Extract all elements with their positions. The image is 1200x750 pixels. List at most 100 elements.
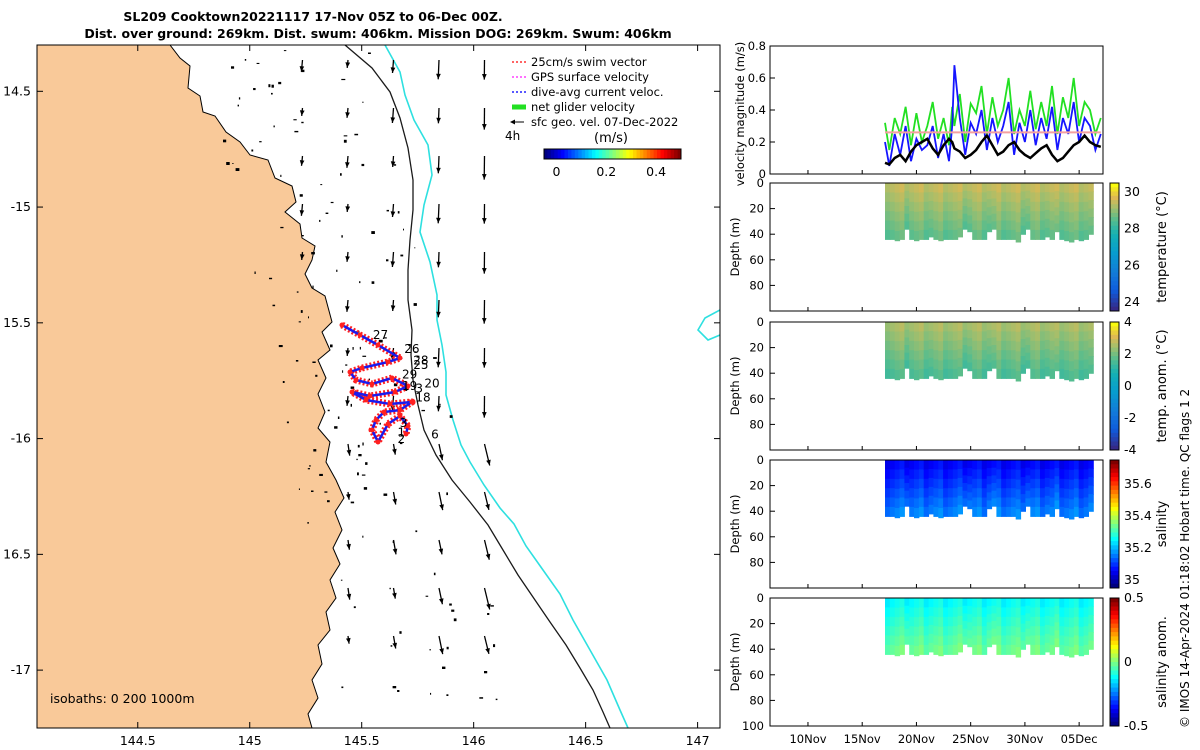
heatmap-cell <box>1010 497 1017 508</box>
heatmap-cell <box>1083 497 1089 508</box>
colorbar-tick-label: 0 <box>553 164 561 179</box>
heatmap-cell <box>1073 469 1080 480</box>
heatmap-cell <box>885 183 891 193</box>
colorbar-tick-label: 0.2 <box>596 164 616 179</box>
heatmap-cell <box>977 350 983 361</box>
heatmap-cell <box>1001 368 1007 379</box>
reef <box>299 194 303 197</box>
heatmap-cell <box>1006 598 1012 608</box>
heatmap-cell <box>938 488 944 499</box>
colorbar-segment <box>629 149 634 159</box>
heatmap-cell <box>972 183 978 193</box>
y-tick-label: 60 <box>749 392 764 406</box>
heatmap-cell <box>923 359 930 370</box>
heatmap-cell <box>918 460 925 470</box>
heatmap-cell <box>928 227 934 238</box>
reef <box>359 346 361 350</box>
heatmap-cell <box>977 229 983 240</box>
colorbar-segment <box>646 149 651 159</box>
heatmap-cell <box>1020 468 1026 478</box>
heatmap-cell <box>977 460 983 470</box>
heatmap-cell <box>1049 368 1055 379</box>
heatmap-cell <box>1025 206 1031 215</box>
y-tick-label: 60 <box>749 668 764 682</box>
geostrophic-arrowhead <box>436 311 441 318</box>
colorbar-segment <box>1110 558 1119 563</box>
heatmap-cell <box>1001 598 1007 608</box>
heatmap-cell <box>885 626 891 637</box>
heatmap-cell <box>943 598 949 608</box>
heatmap-cell <box>933 626 939 637</box>
heatmap-cell <box>991 613 997 622</box>
heatmap-cell <box>899 368 905 379</box>
reef <box>238 97 241 100</box>
reef <box>268 84 271 88</box>
heatmap-cell <box>1020 322 1026 332</box>
y-tick-label: 40 <box>749 366 764 380</box>
heatmap-cell <box>981 497 988 508</box>
colorbar-segment <box>1110 472 1119 478</box>
heatmap-cell <box>957 200 963 211</box>
colorbar-segment <box>1110 549 1119 555</box>
heatmap-cell <box>1001 626 1007 637</box>
heatmap-cell <box>957 615 963 626</box>
y-tick-label: 0.4 <box>748 103 766 117</box>
heatmap-cell <box>1025 322 1031 331</box>
heatmap-cell <box>889 506 896 517</box>
map-x-tick-label: 146 <box>462 733 486 748</box>
heatmap-cell <box>957 209 963 220</box>
heatmap-cell <box>957 460 963 470</box>
heatmap-cell <box>1088 502 1094 512</box>
map-y-tick-label: 16.5 <box>3 546 31 561</box>
heatmap-cell <box>889 359 896 370</box>
heatmap-cell <box>952 340 959 351</box>
heatmap-cell <box>909 478 915 489</box>
geostrophic-arrowhead <box>482 268 487 274</box>
colorbar-segment <box>1110 225 1119 231</box>
colorbar-segment <box>547 149 552 159</box>
heatmap-cell <box>1078 192 1085 203</box>
colorbar-segment <box>674 149 678 159</box>
heatmap-cell <box>1040 350 1046 361</box>
colorbar-segment <box>1110 306 1119 312</box>
colorbar-segment <box>544 149 548 159</box>
heatmap-cell <box>1035 488 1041 499</box>
heatmap-cell <box>928 469 934 479</box>
heatmap-cell <box>1064 636 1070 647</box>
panel-frame <box>769 459 1104 589</box>
heatmap-cell <box>1069 192 1075 204</box>
heatmap-cell <box>962 475 968 484</box>
heatmap-cell <box>1044 607 1051 617</box>
heatmap-cell <box>1064 479 1070 490</box>
heatmap-cell <box>977 211 983 222</box>
heatmap-cell <box>996 220 1002 231</box>
heatmap-cell <box>967 484 973 493</box>
heatmap-cell <box>986 606 993 615</box>
colorbar-segment <box>1110 411 1119 417</box>
heatmap-cell <box>1059 192 1065 203</box>
heatmap-cell <box>885 322 891 332</box>
reef <box>341 78 346 81</box>
heatmap-cell <box>1044 486 1051 497</box>
heatmap-cell <box>967 207 973 216</box>
heatmap-cell <box>938 322 944 333</box>
geostrophic-arrowhead <box>436 167 441 174</box>
heatmap-cell <box>1073 211 1080 222</box>
heatmap-cell <box>1006 350 1012 361</box>
heatmap-cell <box>914 617 920 628</box>
heatmap-cell <box>996 322 1002 332</box>
geostrophic-arrowhead <box>345 162 350 168</box>
heatmap-cell <box>1015 222 1022 233</box>
colorbar-segment <box>1110 481 1119 487</box>
heatmap-cell <box>1088 598 1094 608</box>
reef <box>298 321 301 323</box>
heatmap-cell <box>957 642 963 653</box>
heatmap-cell <box>1073 340 1080 351</box>
heatmap-cell <box>1006 192 1012 203</box>
heatmap-cell <box>889 229 896 240</box>
heatmap-cell <box>1025 475 1031 484</box>
heatmap-cell <box>1001 183 1007 193</box>
